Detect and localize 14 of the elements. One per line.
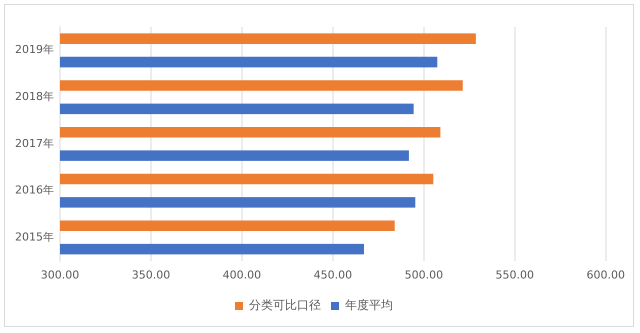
- x-tick-label: 400.00: [222, 268, 262, 282]
- y-tick-label: 2018年: [14, 90, 54, 103]
- y-tick-label: 2016年: [14, 184, 54, 197]
- x-tick-label: 500.00: [404, 268, 444, 282]
- legend-label: 分类可比口径: [249, 298, 321, 312]
- x-tick-label: 300.00: [40, 268, 80, 282]
- y-tick-label: 2019年: [14, 43, 54, 56]
- x-tick-label: 550.00: [496, 268, 534, 282]
- x-tick-label: 600.00: [586, 268, 626, 282]
- x-tick-label: 350.00: [132, 268, 170, 282]
- legend-label: 年度平均: [345, 298, 393, 312]
- y-tick-label: 2015年: [14, 230, 54, 244]
- y-tick-label: 2017年: [14, 136, 54, 150]
- x-tick-label: 450.00: [314, 268, 352, 282]
